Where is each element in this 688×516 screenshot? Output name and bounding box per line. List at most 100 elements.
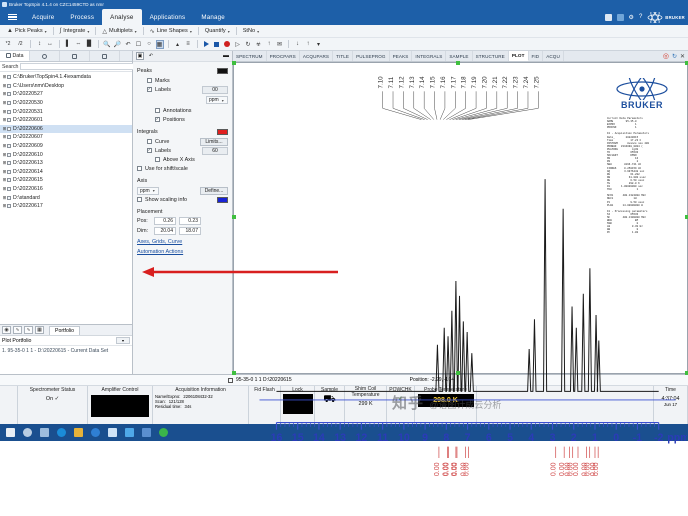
integrals-limits-button[interactable]: Limits... — [200, 137, 228, 146]
tree-item[interactable]: ⊞ D:\20220609 — [0, 142, 132, 151]
menu-acquire[interactable]: Acquire — [32, 13, 55, 21]
browser-tab-lock[interactable] — [90, 51, 120, 61]
tab-acqu[interactable]: ACQU — [543, 51, 564, 61]
integrate-button[interactable]: ∫ Integrate ▾ — [56, 26, 94, 37]
integrals-above-axis-checkbox[interactable] — [155, 157, 160, 162]
menu-applications[interactable]: Applications — [149, 13, 186, 21]
integrals-labels-row[interactable]: Labels 60 — [137, 146, 228, 155]
peaks-labels-checkbox[interactable] — [147, 87, 152, 92]
peaks-marks-row[interactable]: Marks — [137, 76, 228, 85]
tree-item[interactable]: ⊞ D:\20220530 — [0, 99, 132, 108]
windows-icon[interactable] — [6, 428, 15, 437]
resize-handle-mr[interactable] — [685, 214, 688, 219]
tab-fid[interactable]: FID — [529, 51, 544, 61]
resize-handle-tm[interactable] — [455, 61, 460, 65]
resize-handle-tl[interactable] — [232, 61, 236, 65]
tab-integrals[interactable]: INTEGRALS — [412, 51, 447, 61]
tab-structure[interactable]: STRUCTURE — [473, 51, 509, 61]
axis-color-swatch[interactable] — [217, 196, 228, 203]
gear-icon[interactable]: ⚙ — [628, 14, 634, 21]
peaks-positions-row[interactable]: Positions — [137, 115, 228, 124]
axis-define-button[interactable]: Define... — [200, 186, 228, 195]
browser-tab-history[interactable] — [30, 51, 60, 61]
tab-sample[interactable]: SAMPLE — [446, 51, 473, 61]
tree-item[interactable]: ⊞ D:\20220617 — [0, 202, 132, 211]
help-icon[interactable]: ? — [638, 14, 643, 20]
refresh-icon[interactable]: ↻ — [671, 53, 677, 60]
tree-item[interactable]: ⊞ D:\20220601 — [0, 116, 132, 125]
peaks-labels-row[interactable]: Labels 00 — [137, 85, 228, 94]
full-spectrum-icon[interactable]: ▌ — [65, 41, 71, 47]
baseline-icon[interactable]: █ — [86, 41, 92, 47]
grid-tool-icon[interactable]: ☣ — [255, 41, 262, 48]
reset-icon[interactable]: ○ — [147, 41, 151, 47]
decrease-intensity-icon[interactable]: /2 — [18, 41, 23, 47]
expand-icon[interactable]: ⊞ — [2, 108, 7, 114]
tree-item[interactable]: ⊞ D:\20220607 — [0, 133, 132, 142]
chevron-down-icon[interactable]: ▾ — [227, 28, 230, 34]
tab-title[interactable]: TITLE — [333, 51, 354, 61]
resize-handle-br[interactable] — [685, 371, 688, 375]
chevron-down-icon[interactable]: ▾ — [152, 188, 155, 193]
plot-sheet[interactable]: BRUKER Current Data Parameters NAME 95-3… — [232, 61, 688, 476]
placement-dim-w[interactable]: 20.04 — [154, 227, 176, 235]
peaks-labels-value[interactable]: 00 — [202, 85, 228, 94]
chevron-down-icon[interactable]: ▾ — [257, 28, 260, 34]
tree-item[interactable]: ⊞ D:\standard — [0, 193, 132, 202]
portfolio-dropdown-button[interactable]: ▾ — [116, 337, 130, 344]
lock-cell[interactable]: Lock — [281, 386, 315, 424]
peaks-positions-checkbox[interactable] — [155, 117, 160, 122]
placement-pos-x[interactable]: 0.26 — [154, 217, 176, 225]
menu-analyse[interactable]: Analyse — [102, 9, 142, 25]
undo-zoom-icon[interactable]: ↶ — [125, 41, 131, 48]
stop-icon[interactable] — [213, 40, 221, 49]
axis-scaling-row[interactable]: Show scaling info — [137, 195, 228, 204]
integrals-above-axis-row[interactable]: Above X Axis — [137, 155, 228, 164]
peak-mode-icon[interactable]: ▴ — [175, 41, 179, 48]
expand-icon[interactable]: ⊞ — [2, 194, 7, 200]
peaks-color-swatch[interactable] — [217, 68, 228, 74]
fid-flash-cell[interactable]: Fid Flash — [249, 386, 281, 424]
multiplets-button[interactable]: △ Multiplets ▾ — [98, 26, 140, 37]
app-icon[interactable] — [142, 428, 151, 437]
shim-coil-temperature-cell[interactable]: Shim Coil Temperature 299 K — [345, 386, 387, 424]
integrals-color-swatch[interactable] — [217, 129, 228, 135]
powchk-cell[interactable]: POWCHK ✓ — [387, 386, 415, 424]
increase-intensity-icon[interactable]: *2 — [5, 41, 11, 47]
expand-icon[interactable]: ⊞ — [2, 143, 7, 149]
expand-icon[interactable]: ⊞ — [2, 151, 7, 157]
chevron-down-icon[interactable]: ▾ — [189, 28, 192, 34]
expand-icon[interactable]: ⊞ — [2, 177, 7, 183]
taskview-icon[interactable] — [40, 428, 49, 437]
record-icon[interactable] — [223, 40, 231, 49]
resize-handle-bl[interactable] — [232, 371, 236, 375]
more-icon[interactable]: ▾ — [316, 41, 320, 48]
axes-grids-curve-link[interactable]: Axes, Grids, Curve — [137, 239, 183, 245]
tab-procpars[interactable]: PROCPARS — [267, 51, 300, 61]
shift-spectrum-icon[interactable]: ⇔ — [75, 41, 82, 47]
refresh-icon[interactable]: ↻ — [245, 41, 251, 48]
acquisition-information-cell[interactable]: Acquisition Information Name/Expno: 2206… — [153, 386, 249, 424]
user-icon[interactable] — [616, 13, 624, 21]
tree-item[interactable]: ⊞ D:\20220527 — [0, 90, 132, 99]
expand-icon[interactable]: ⊞ — [2, 125, 7, 131]
menu-icon[interactable] — [0, 9, 24, 25]
tree-item[interactable]: ⊞ D:\20220606 — [0, 124, 132, 134]
scale-icon[interactable]: ↑ — [267, 41, 271, 47]
minimize-icon[interactable]: ▬ — [223, 53, 229, 59]
page-layout-icon[interactable]: ▣ — [136, 52, 144, 60]
amplifier-control-cell[interactable]: Amplifier Control — [88, 386, 153, 424]
expand-icon[interactable]: ⊞ — [2, 74, 7, 80]
integrals-curve-row[interactable]: Curve Limits... — [137, 137, 228, 146]
portfolio-list[interactable]: 1. 95-35-0 1 1 - D:\20220615 - Current D… — [0, 346, 132, 374]
tab-spectrum[interactable]: SPECTRUM — [233, 51, 267, 61]
edge-icon[interactable] — [57, 428, 66, 437]
browser-tab-data[interactable]: Data — [0, 51, 30, 61]
tab-peaks[interactable]: PEAKS — [390, 51, 413, 61]
tree-item[interactable]: ⊞ D:\20220615 — [0, 176, 132, 185]
edit-curve2-icon[interactable]: ∿ — [24, 326, 33, 334]
axis-scaling-checkbox[interactable] — [137, 197, 142, 202]
grid-icon[interactable] — [604, 13, 612, 21]
zoom-in-icon[interactable]: 🔍 — [103, 41, 111, 48]
